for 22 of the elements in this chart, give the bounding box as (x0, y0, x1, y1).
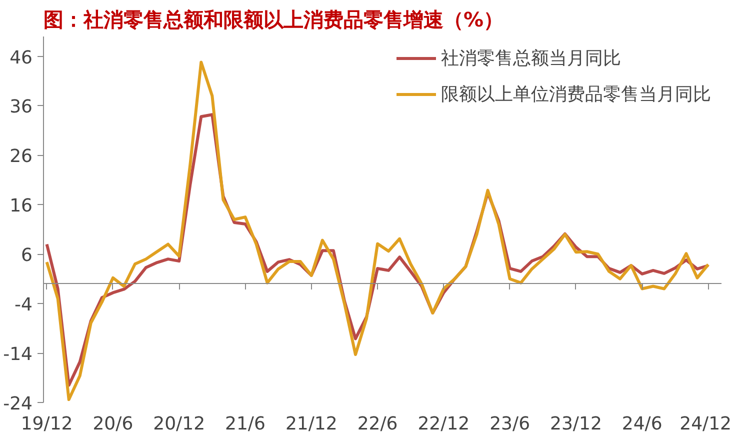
x-tick-label: 19/12 (20, 414, 73, 434)
legend-label: 限额以上单位消费品零售当月同比 (441, 83, 711, 106)
x-tick-label: 21/6 (225, 414, 266, 434)
y-tick-label: -24 (3, 394, 33, 414)
x-tick-label: 24/6 (622, 414, 662, 434)
x-tick-label: 20/12 (153, 414, 206, 434)
legend-label: 社消零售总额当月同比 (441, 47, 621, 70)
y-tick-label: 6 (21, 245, 32, 266)
y-tick-label: 46 (10, 47, 32, 68)
x-tick-label: 22/6 (357, 414, 398, 434)
x-tick-label: 24/12 (680, 414, 731, 434)
y-tick-label: -14 (3, 344, 33, 366)
y-tick-label: 16 (10, 196, 32, 217)
x-tick-label: 23/12 (550, 414, 602, 434)
x-tick-label: 23/6 (490, 414, 530, 434)
x-tick-label: 21/12 (285, 414, 338, 434)
chart-title: 图：社消零售总额和限额以上消费品零售增速（%） (44, 8, 504, 32)
y-tick-label: -4 (14, 294, 33, 316)
y-tick-label: 26 (10, 146, 32, 168)
x-tick-label: 20/6 (92, 414, 134, 434)
y-tick-label: 36 (10, 96, 32, 118)
x-tick-label: 22/12 (418, 414, 470, 434)
